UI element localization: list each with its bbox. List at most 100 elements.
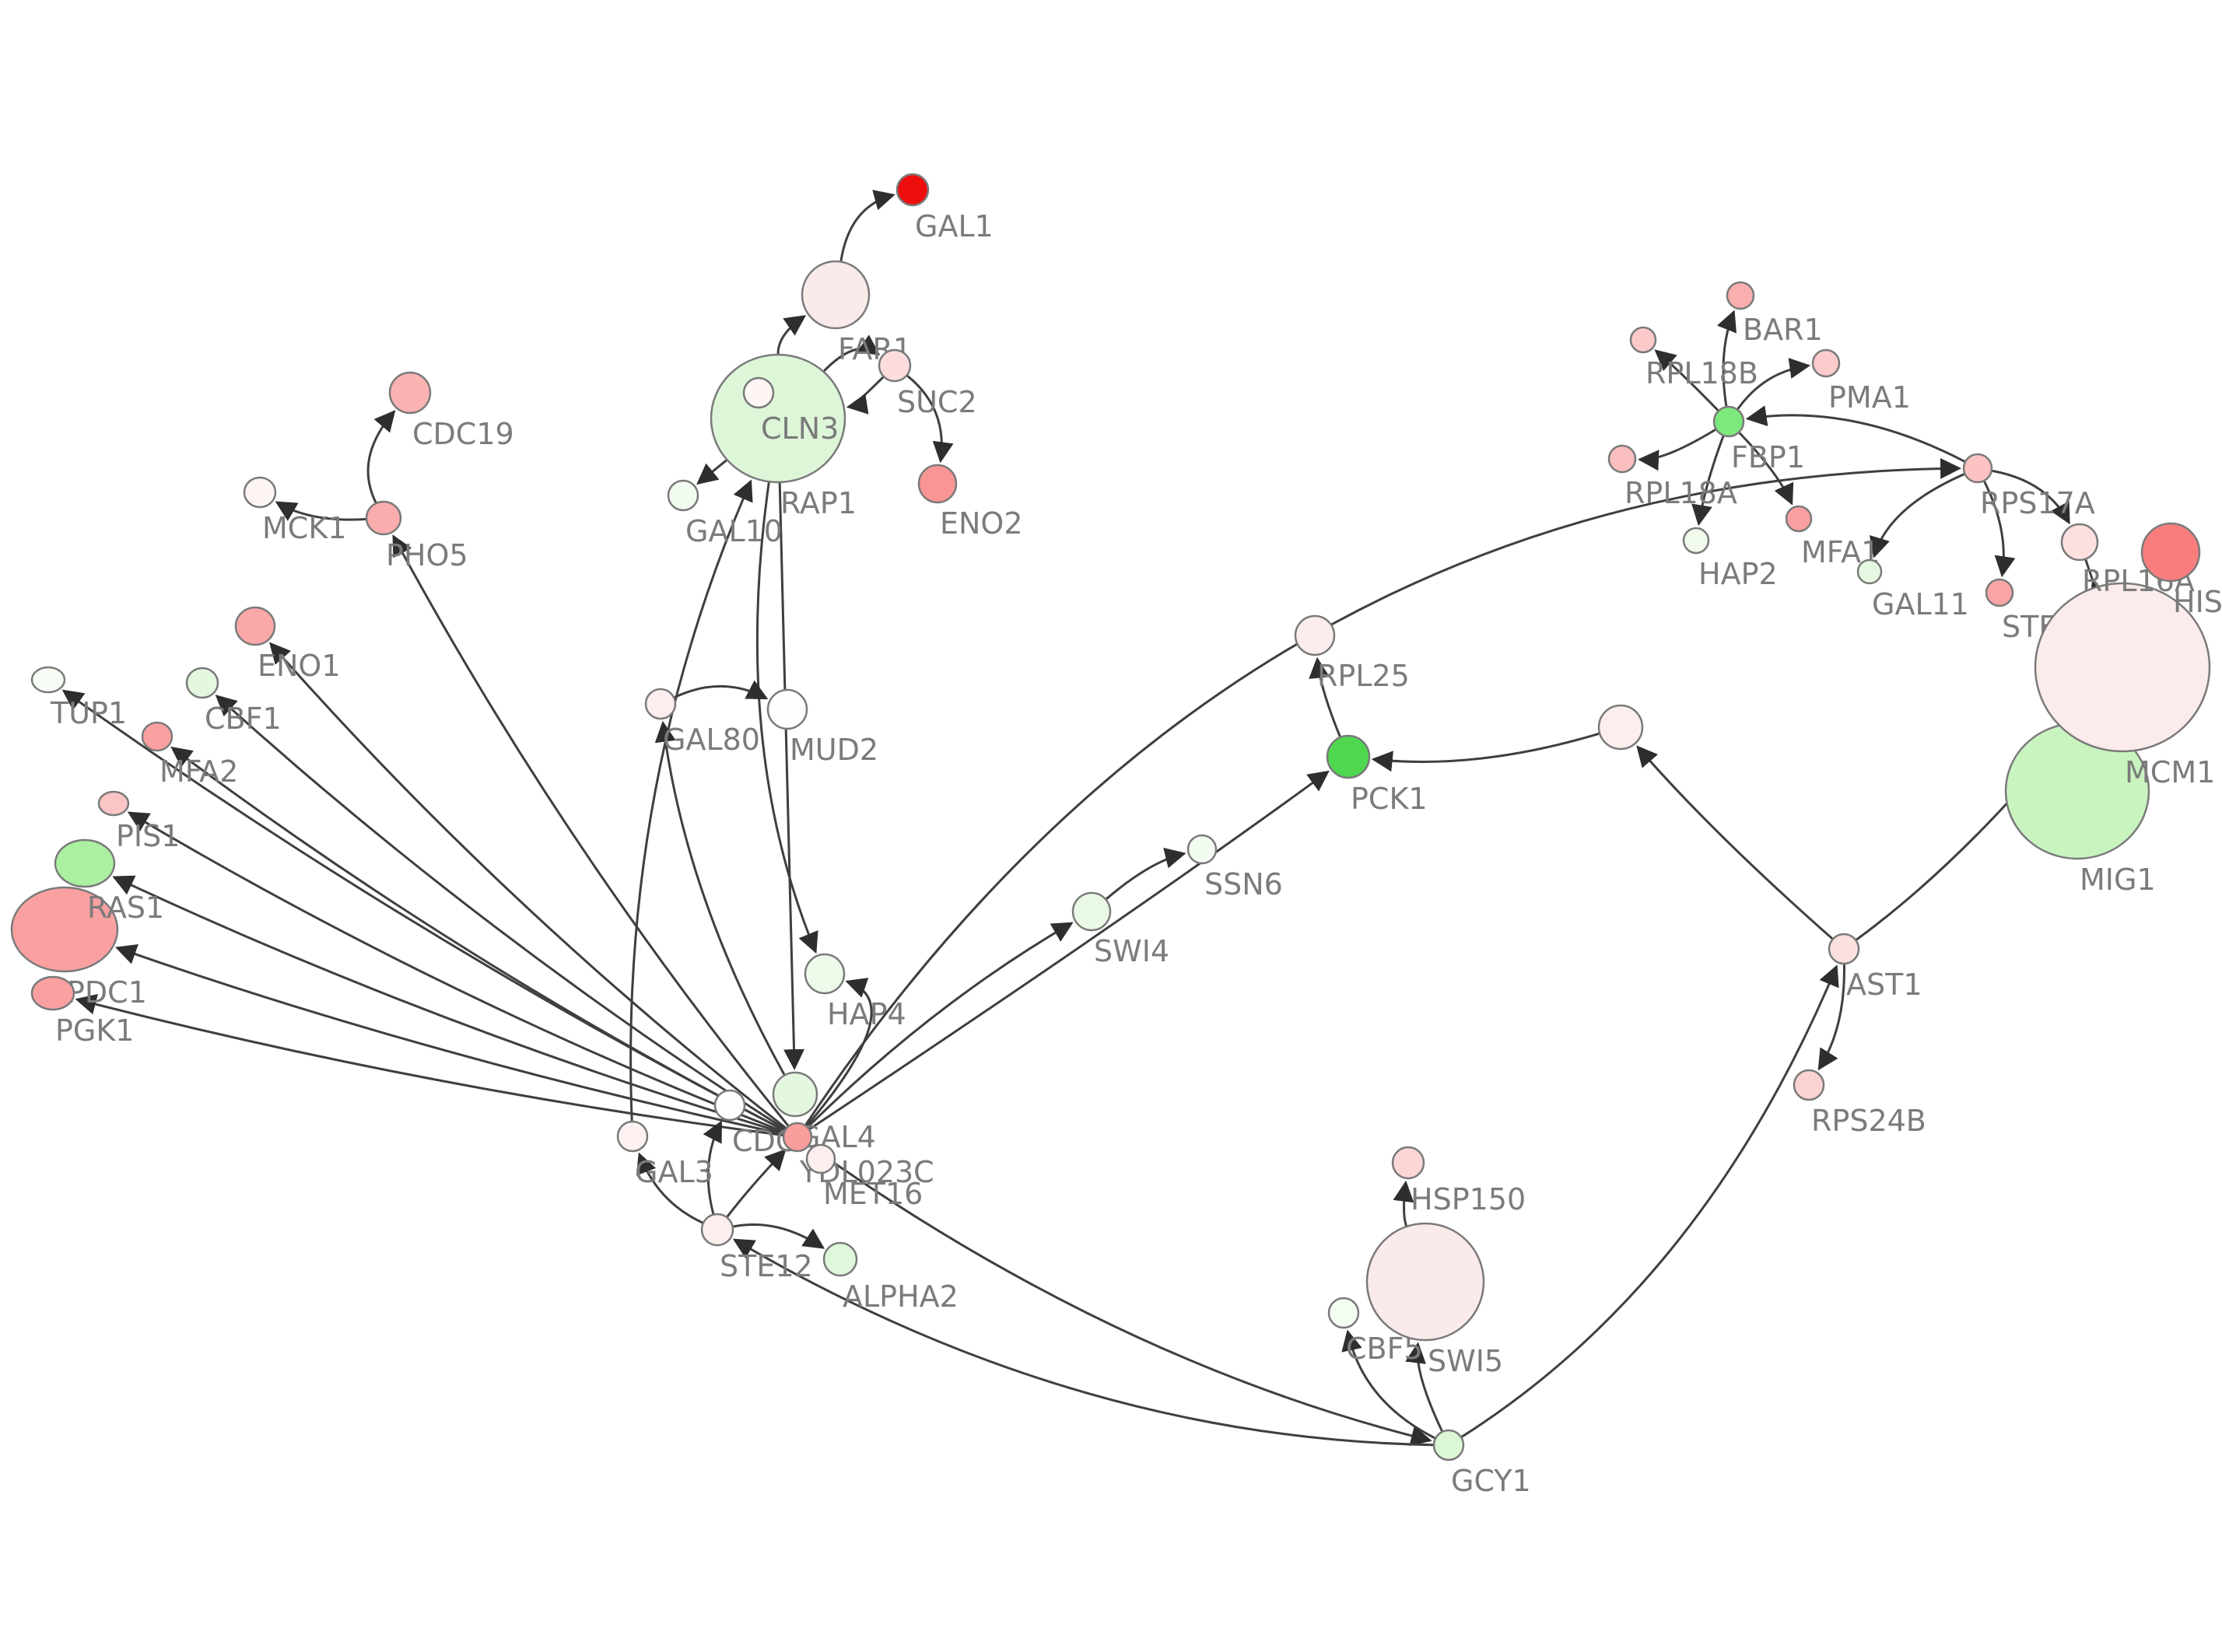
node-fbp1[interactable]: [1712, 405, 1745, 438]
node-pis1[interactable]: [97, 790, 130, 817]
node-swi4[interactable]: [1071, 891, 1112, 932]
node-suc2[interactable]: [878, 348, 912, 383]
edge-ast1-rps24b[interactable]: [1817, 964, 1845, 1071]
edge-suc2-rap1[interactable]: [846, 376, 885, 415]
node-gcy1[interactable]: [1432, 1429, 1465, 1461]
node-rps17a[interactable]: [1962, 453, 1993, 484]
node-mfa2[interactable]: [141, 721, 173, 752]
node-rps24b[interactable]: [1793, 1069, 1825, 1101]
edge-ydl023c-mfa2[interactable]: [170, 746, 785, 1132]
edge-rap1-hap4[interactable]: [755, 481, 818, 954]
edge-rps17a-ste2[interactable]: [1983, 481, 2016, 578]
node-hap4[interactable]: [804, 953, 846, 995]
node-ydl023c[interactable]: [782, 1122, 813, 1153]
node-gal3[interactable]: [616, 1120, 649, 1153]
node-ste2[interactable]: [1985, 578, 2014, 607]
node-met16[interactable]: [805, 1143, 836, 1174]
edge-ydl023c-swi4[interactable]: [807, 922, 1074, 1128]
node-tup1[interactable]: [30, 666, 66, 694]
edge-ste12-gal3[interactable]: [636, 1152, 703, 1224]
node-rpl25[interactable]: [1294, 614, 1336, 656]
edge-rps17a-fbp1[interactable]: [1745, 405, 1965, 463]
node-rpl18b[interactable]: [1629, 326, 1657, 354]
edge-ydl023c-gcy1[interactable]: [808, 1144, 1432, 1447]
edge-ste12-cdc[interactable]: [703, 1120, 722, 1215]
edge-pho5-mck1[interactable]: [275, 501, 366, 521]
node-ras1[interactable]: [54, 838, 116, 888]
edge-unnamed1-pck1[interactable]: [1371, 732, 1600, 772]
edge-ste12-alpha2[interactable]: [733, 1223, 825, 1249]
edge-gcy1-cbf5[interactable]: [1341, 1329, 1435, 1440]
node-mud2[interactable]: [766, 688, 808, 730]
node-ssn6[interactable]: [1186, 834, 1218, 865]
node-pma1[interactable]: [1811, 348, 1841, 378]
node-eno2[interactable]: [917, 464, 958, 504]
node-far1[interactable]: [801, 260, 871, 330]
node-gal11[interactable]: [1856, 558, 1883, 585]
node-gal10[interactable]: [667, 479, 699, 512]
edge-pck1-rpl25[interactable]: [1309, 656, 1341, 737]
edge-pho5-cdc19[interactable]: [366, 410, 396, 503]
edge-rap1-gal4[interactable]: [778, 482, 805, 1071]
edge-rap1-gal10[interactable]: [696, 458, 728, 485]
edge-fbp1-hap2[interactable]: [1691, 436, 1725, 527]
edge-gcy1-swi5[interactable]: [1405, 1342, 1443, 1432]
node-gal4[interactable]: [772, 1071, 818, 1118]
edge-swi4-ssn6[interactable]: [1106, 848, 1186, 900]
edge-swi5-hsp150[interactable]: [1393, 1180, 1414, 1227]
edge-rps17a-rpl16a[interactable]: [1992, 469, 2070, 525]
edge-ydl023c-pck1[interactable]: [808, 770, 1330, 1130]
node-eno1[interactable]: [234, 606, 276, 646]
edge-ydl023c-eno1[interactable]: [269, 642, 787, 1129]
edge-ydl023c-pho5[interactable]: [392, 534, 790, 1127]
edge-ydl023c-cbf1[interactable]: [215, 695, 786, 1131]
edge-gal3-rap1[interactable]: [629, 479, 753, 1122]
edge-gal80-mud2[interactable]: [674, 680, 769, 700]
node-mck1[interactable]: [243, 476, 277, 509]
edge-ast1-unnamed1[interactable]: [1636, 745, 1833, 940]
node-bar1[interactable]: [1726, 281, 1755, 310]
node-mcm1[interactable]: [2034, 582, 2211, 753]
node-cbf5[interactable]: [1327, 1297, 1360, 1329]
edge-fbp1-bar1[interactable]: [1716, 310, 1737, 407]
edge-fbp1-pma1[interactable]: [1737, 358, 1811, 410]
edge-gal4-gal80[interactable]: [654, 720, 786, 1076]
node-swi5[interactable]: [1365, 1222, 1485, 1342]
node-cdc[interactable]: [713, 1089, 746, 1122]
edge-ydl023c-hap4[interactable]: [806, 978, 873, 1127]
edge-ydl023c-pdc1[interactable]: [114, 943, 783, 1136]
node-rpl18a[interactable]: [1607, 444, 1637, 474]
edge-gcy1-ste12[interactable]: [732, 1238, 1434, 1447]
node-hap2[interactable]: [1682, 527, 1710, 555]
edge-rps17a-gal11[interactable]: [1870, 473, 1965, 558]
node-mfa1[interactable]: [1785, 505, 1813, 533]
edge-rap1-far1[interactable]: [776, 315, 807, 355]
edge-ydl023c-ras1[interactable]: [112, 875, 784, 1134]
edge-fbp1-rpl18a[interactable]: [1637, 429, 1716, 471]
node-gal1[interactable]: [895, 173, 930, 207]
node-pgk1[interactable]: [30, 975, 75, 1011]
node-gal80[interactable]: [644, 688, 677, 720]
node-pck1[interactable]: [1326, 734, 1371, 779]
node-his4[interactable]: [2140, 522, 2201, 583]
node-pdc1[interactable]: [10, 886, 119, 973]
node-cbf1[interactable]: [185, 667, 219, 699]
node-unnamed1[interactable]: [1597, 704, 1644, 751]
edge-fbp1-mfa1[interactable]: [1738, 432, 1794, 506]
edge-suc2-eno2[interactable]: [906, 375, 954, 464]
edge-ydl023c-pis1[interactable]: [127, 811, 784, 1133]
edge-far1-gal1[interactable]: [839, 190, 895, 261]
node-pho5[interactable]: [365, 500, 402, 536]
edge-rap1-suc2[interactable]: [823, 334, 881, 373]
node-cln3[interactable]: [742, 376, 775, 409]
node-rpl16a[interactable]: [2060, 523, 2099, 562]
edge-gcy1-ast1[interactable]: [1461, 964, 1839, 1438]
edge-ydl023c-pgk1[interactable]: [75, 994, 783, 1136]
edge-ste12-ydl023c[interactable]: [726, 1149, 787, 1218]
node-ast1[interactable]: [1828, 933, 1860, 965]
node-alpha2[interactable]: [822, 1241, 858, 1277]
node-ste12[interactable]: [700, 1213, 734, 1247]
node-hsp150[interactable]: [1391, 1146, 1425, 1180]
edge-fbp1-rpl18b[interactable]: [1654, 349, 1719, 411]
